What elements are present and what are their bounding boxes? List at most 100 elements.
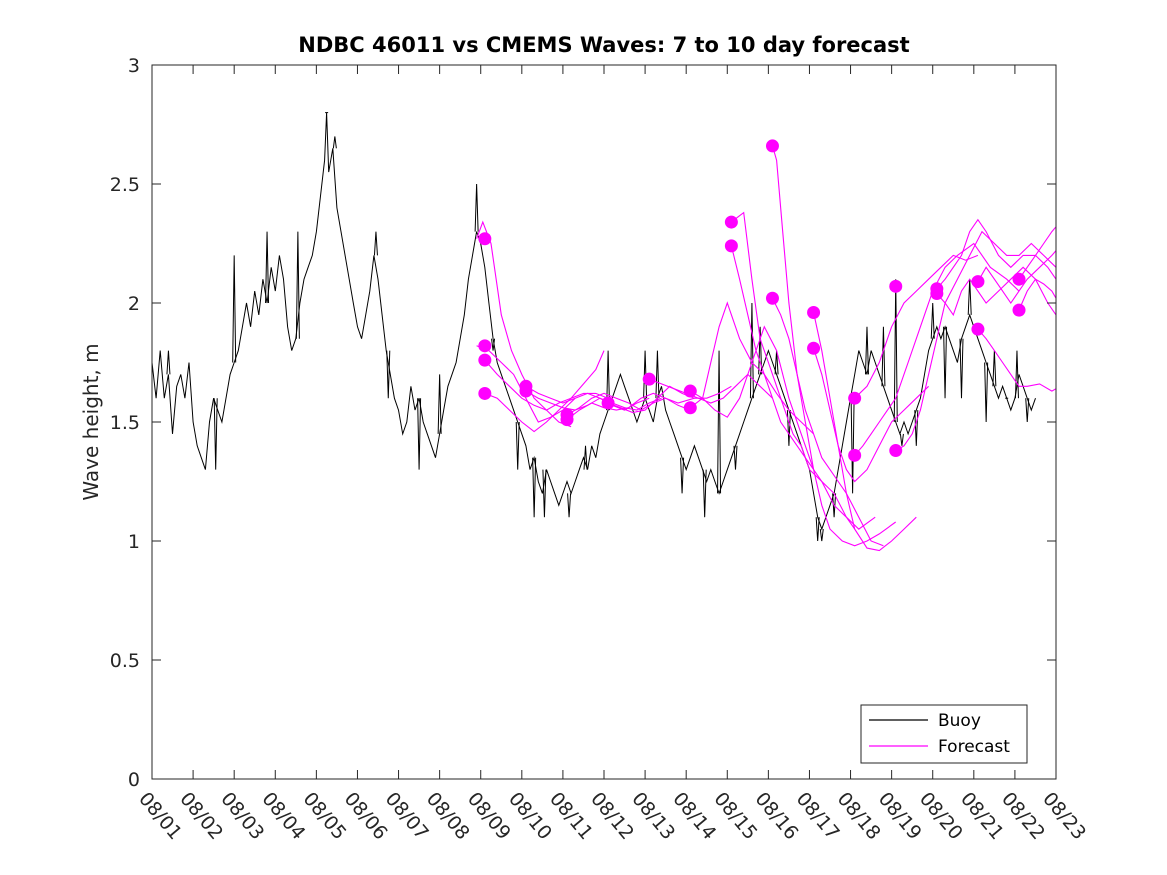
forecast-line [854,254,979,399]
forecast-marker [478,386,492,400]
forecast-marker [971,322,985,336]
buoy-spike [232,255,237,363]
buoy-spike [332,136,337,149]
buoy-spike [1025,398,1030,423]
buoy-spike [680,457,685,494]
forecast-markers [478,139,1026,462]
forecast-marker [1012,303,1026,317]
buoy-spike [786,410,791,446]
forecast-marker [601,396,615,410]
forecast-line [566,392,691,416]
forecast-marker [765,139,779,153]
buoy-spike [864,326,869,375]
buoy-spike [265,231,270,304]
forecast-marker [683,401,697,415]
y-tick-label: 2.5 [110,174,140,196]
buoy-spike [815,517,820,542]
forecast-marker [478,339,492,353]
forecast-line [1018,226,1057,280]
buoy-spike [213,398,218,470]
forecast-marker [971,275,985,289]
forecast-marker [642,372,656,386]
forecast-marker [889,279,903,293]
forecast-line [566,392,695,421]
forecast-line [731,211,856,530]
forecast-line [607,385,732,414]
forecast-marker [930,286,944,300]
forecast-marker [765,291,779,305]
forecast-line [476,345,576,423]
y-tick-label: 2 [128,293,140,315]
forecast-line [1018,278,1057,311]
forecast-line [771,145,897,547]
buoy-spike [386,350,391,399]
buoy-spike [702,469,707,518]
buoy-spike [295,231,300,339]
buoy-spike [819,529,824,542]
buoy-spike [532,457,537,518]
buoy-spike [881,326,886,387]
buoy-spike [930,302,935,339]
forecast-marker [1012,272,1026,286]
forecast-line [895,230,1057,452]
buoy-spike [943,326,948,399]
legend-box [860,704,1028,764]
forecast-marker [889,444,903,458]
forecast-marker [519,384,533,398]
buoy-spike [437,374,442,434]
forecast-marker [807,341,821,355]
forecast-marker [683,384,697,398]
buoy-spike [166,350,171,375]
buoy-spike [583,445,588,470]
buoy-series [151,112,1036,542]
forecast-line [977,250,1057,304]
forecast-marker [478,232,492,246]
forecast-marker [807,306,821,320]
chart-title: NDBC 46011 vs CMEMS Waves: 7 to 10 day f… [298,33,909,57]
buoy-spike [717,350,722,494]
forecast-marker [560,413,574,427]
buoy-spike [959,338,964,399]
buoy-spike [606,350,611,411]
forecast-series [476,145,1057,552]
forecast-line [813,312,917,552]
y-tick-label: 3 [128,55,140,77]
legend: Buoy Forecast [860,704,1028,764]
buoy-line [151,112,1036,531]
buoy-spike [515,421,520,470]
buoy-spike [984,362,989,423]
buoy-spike [733,445,738,470]
y-tick-label: 0.5 [110,650,140,672]
forecast-line [730,245,876,530]
y-axis-label: Wave height, m [79,343,103,500]
buoy-spike [373,231,378,256]
y-tick-label: 1.5 [110,412,140,434]
forecast-line [772,297,884,547]
buoy-spike [417,398,422,470]
y-tick-label: 1 [128,531,140,553]
forecast-line [854,242,1020,456]
forecast-marker [848,391,862,405]
buoy-spike [542,469,547,518]
forecast-line [977,328,1057,392]
forecast-marker [478,353,492,367]
buoy-spike [899,433,904,446]
buoy-spike [567,493,572,518]
forecast-marker [724,215,738,229]
buoy-spike [893,279,898,423]
legend-forecast-label: Forecast [938,737,1010,757]
y-axis: 0 0.5 1 1.5 2 2.5 3 [110,55,1056,791]
forecast-marker [848,448,862,462]
y-tick-label: 0 [128,769,140,791]
forecast-line [484,350,605,411]
forecast-line [689,301,814,435]
buoy-spike [850,398,855,494]
forecast-line [813,348,929,483]
buoy-spike [914,410,919,446]
forecast-marker [724,239,738,253]
buoy-spike [832,493,837,518]
forecast-line [649,373,773,404]
legend-buoy-label: Buoy [938,711,981,731]
buoy-spike [491,338,496,351]
